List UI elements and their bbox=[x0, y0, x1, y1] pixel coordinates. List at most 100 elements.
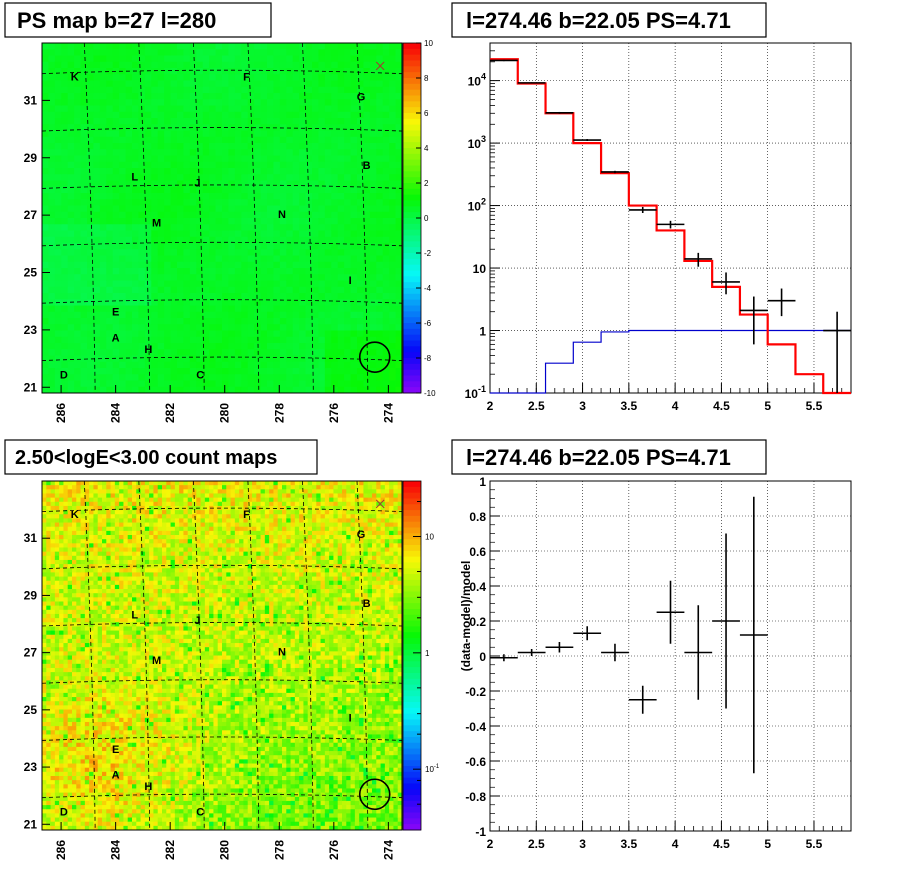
map-pixel bbox=[376, 218, 384, 225]
map-pixel bbox=[63, 647, 69, 652]
map-pixel bbox=[42, 672, 47, 677]
map-pixel bbox=[119, 211, 126, 219]
map-pixel bbox=[125, 305, 133, 313]
map-pixel bbox=[110, 813, 116, 818]
map-pixel bbox=[260, 93, 268, 100]
map-pixel bbox=[305, 205, 313, 213]
map-pixel bbox=[110, 780, 116, 785]
map-pixel bbox=[114, 780, 120, 785]
map-pixel bbox=[54, 293, 62, 300]
map-pixel bbox=[119, 485, 124, 490]
map-pixel bbox=[67, 784, 73, 789]
map-pixel bbox=[196, 305, 204, 313]
map-pixel bbox=[67, 386, 75, 394]
map-pixel bbox=[382, 199, 390, 206]
map-pixel bbox=[324, 286, 332, 294]
map-pixel bbox=[138, 55, 146, 63]
map-pixel bbox=[234, 361, 242, 369]
map-pixel bbox=[87, 280, 94, 288]
map-pixel bbox=[202, 311, 210, 319]
map-pixel bbox=[114, 589, 120, 594]
map-pixel bbox=[209, 261, 216, 269]
map-pixel bbox=[215, 380, 223, 388]
map-pixel bbox=[215, 386, 223, 394]
map-pixel bbox=[138, 180, 146, 188]
map-pixel bbox=[125, 274, 133, 281]
map-pixel bbox=[80, 559, 86, 565]
map-pixel bbox=[50, 584, 56, 590]
map-pixel bbox=[114, 497, 120, 503]
map-pixel bbox=[382, 174, 390, 181]
map-pixel bbox=[89, 738, 94, 744]
map-pixel bbox=[254, 99, 261, 106]
map-pixel bbox=[151, 261, 159, 269]
map-pixel bbox=[151, 318, 159, 325]
residual-title: l=274.46 b=22.05 PS=4.71 bbox=[466, 445, 731, 470]
map-pixel bbox=[89, 518, 94, 523]
map-pixel bbox=[74, 330, 81, 338]
map-pixel bbox=[76, 630, 81, 636]
map-pixel bbox=[273, 274, 281, 281]
map-pixel bbox=[228, 118, 236, 125]
map-pixel bbox=[299, 105, 306, 113]
map-pixel bbox=[54, 522, 60, 528]
map-pixel bbox=[80, 211, 88, 219]
colorbar-segment bbox=[403, 101, 421, 108]
map-pixel bbox=[196, 243, 204, 250]
map-pixel bbox=[106, 99, 114, 106]
map-pixel bbox=[286, 68, 294, 75]
map-pixel bbox=[80, 93, 88, 100]
map-pixel bbox=[125, 280, 133, 288]
map-pixel bbox=[318, 93, 326, 100]
map-pixel bbox=[369, 261, 377, 269]
map-pixel bbox=[76, 497, 81, 503]
map-pixel bbox=[382, 80, 390, 88]
map-pixel bbox=[50, 564, 56, 569]
map-pixel bbox=[114, 775, 120, 781]
map-pixel bbox=[144, 68, 152, 75]
map-pixel bbox=[202, 224, 210, 231]
map-pixel bbox=[99, 293, 107, 300]
map-pixel bbox=[138, 199, 146, 206]
map-pixel bbox=[46, 767, 51, 773]
map-pixel bbox=[189, 280, 197, 288]
map-pixel bbox=[93, 193, 101, 200]
map-pixel bbox=[54, 68, 62, 75]
map-pixel bbox=[72, 726, 77, 731]
map-pixel bbox=[215, 199, 223, 206]
map-pixel bbox=[279, 243, 287, 250]
map-pixel bbox=[395, 186, 403, 194]
map-pixel bbox=[54, 663, 60, 669]
map-pixel bbox=[54, 734, 60, 739]
map-pixel bbox=[89, 547, 94, 553]
map-pixel bbox=[63, 721, 69, 727]
map-pixel bbox=[84, 701, 90, 706]
map-pixel bbox=[59, 622, 64, 627]
map-pixel bbox=[202, 136, 210, 144]
source-label: B bbox=[363, 160, 371, 172]
map-pixel bbox=[112, 193, 120, 200]
map-pixel bbox=[138, 186, 146, 194]
map-pixel bbox=[324, 343, 332, 350]
map-pixel bbox=[376, 193, 384, 200]
map-pixel bbox=[80, 568, 86, 573]
map-pixel bbox=[382, 261, 390, 269]
map-pixel bbox=[59, 742, 64, 748]
map-pixel bbox=[80, 726, 86, 731]
map-pixel bbox=[84, 505, 90, 511]
map-pixel bbox=[350, 380, 358, 388]
map-pixel bbox=[67, 286, 75, 294]
map-pixel bbox=[324, 236, 332, 244]
map-pixel bbox=[132, 336, 139, 344]
map-pixel bbox=[84, 593, 90, 598]
map-pixel bbox=[254, 186, 261, 194]
map-pixel bbox=[222, 68, 229, 75]
map-pixel bbox=[209, 268, 216, 275]
map-pixel bbox=[59, 535, 64, 540]
map-pixel bbox=[48, 161, 56, 169]
map-pixel bbox=[189, 336, 197, 344]
map-pixel bbox=[114, 771, 120, 777]
map-pixel bbox=[50, 559, 56, 565]
map-pixel bbox=[389, 143, 396, 150]
map-pixel bbox=[80, 305, 88, 313]
